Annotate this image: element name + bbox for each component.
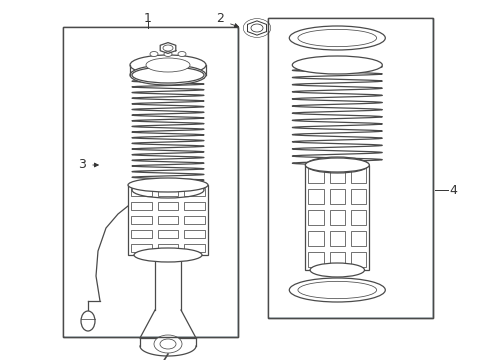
Bar	[157, 244, 178, 252]
Bar	[63, 27, 238, 337]
Ellipse shape	[178, 51, 185, 57]
Ellipse shape	[134, 248, 202, 262]
Ellipse shape	[292, 56, 382, 74]
Bar	[184, 230, 204, 238]
Bar	[329, 252, 344, 267]
Bar	[184, 216, 204, 224]
Ellipse shape	[305, 157, 368, 173]
Ellipse shape	[289, 278, 385, 302]
Ellipse shape	[309, 263, 364, 277]
Bar	[131, 202, 151, 210]
Bar	[329, 231, 344, 246]
Bar	[329, 210, 344, 225]
Text: 2: 2	[216, 12, 224, 24]
Ellipse shape	[289, 26, 385, 50]
Bar	[307, 210, 323, 225]
Ellipse shape	[130, 55, 205, 75]
Bar	[157, 230, 178, 238]
Bar	[63, 27, 238, 337]
Ellipse shape	[150, 51, 158, 57]
Bar	[268, 19, 431, 317]
Bar	[307, 231, 323, 246]
Bar	[131, 230, 151, 238]
Bar	[350, 252, 366, 267]
Bar	[267, 18, 432, 318]
Bar	[307, 189, 323, 204]
Text: 1: 1	[144, 12, 152, 24]
Bar	[157, 216, 178, 224]
Text: 4: 4	[448, 184, 456, 197]
Ellipse shape	[305, 158, 368, 172]
Polygon shape	[247, 21, 266, 35]
Bar	[350, 231, 366, 246]
Ellipse shape	[128, 178, 207, 192]
Ellipse shape	[132, 182, 203, 198]
Bar	[131, 188, 151, 196]
Bar	[64, 28, 237, 336]
Bar	[184, 244, 204, 252]
Bar	[350, 210, 366, 225]
Ellipse shape	[81, 311, 95, 331]
Text: 3: 3	[78, 158, 86, 171]
Bar	[329, 189, 344, 204]
Bar	[305, 165, 368, 270]
Polygon shape	[160, 42, 175, 53]
Bar	[307, 168, 323, 183]
Bar	[184, 188, 204, 196]
Ellipse shape	[132, 67, 203, 83]
Bar	[157, 202, 178, 210]
Bar	[329, 168, 344, 183]
Bar	[267, 18, 432, 318]
Bar	[350, 189, 366, 204]
Bar	[157, 188, 178, 196]
Bar	[131, 216, 151, 224]
Bar	[128, 185, 207, 255]
Ellipse shape	[146, 58, 190, 72]
Ellipse shape	[154, 335, 182, 353]
Ellipse shape	[130, 65, 205, 85]
Bar	[131, 244, 151, 252]
Ellipse shape	[163, 51, 172, 57]
Bar	[184, 202, 204, 210]
Bar	[350, 168, 366, 183]
Bar	[307, 252, 323, 267]
